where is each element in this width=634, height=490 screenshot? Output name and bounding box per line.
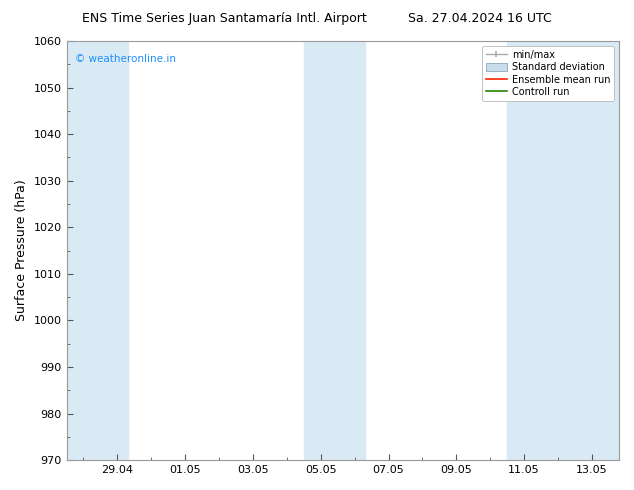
Text: © weatheronline.in: © weatheronline.in bbox=[75, 53, 176, 64]
Text: ENS Time Series Juan Santamaría Intl. Airport: ENS Time Series Juan Santamaría Intl. Ai… bbox=[82, 12, 367, 25]
Bar bbox=[67, 41, 127, 460]
Y-axis label: Surface Pressure (hPa): Surface Pressure (hPa) bbox=[15, 180, 28, 321]
Legend: min/max, Standard deviation, Ensemble mean run, Controll run: min/max, Standard deviation, Ensemble me… bbox=[482, 46, 614, 101]
Bar bbox=[507, 41, 619, 460]
Bar bbox=[304, 41, 365, 460]
Text: Sa. 27.04.2024 16 UTC: Sa. 27.04.2024 16 UTC bbox=[408, 12, 552, 25]
